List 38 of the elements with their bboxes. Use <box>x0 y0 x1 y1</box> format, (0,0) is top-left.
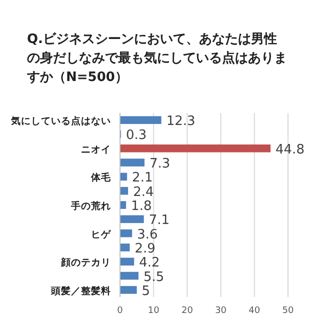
bar <box>120 272 138 280</box>
bar <box>120 229 132 238</box>
y-tick-label: 体毛 <box>90 172 112 184</box>
data-label: 2.1 <box>132 170 153 186</box>
y-tick-label: ニオイ <box>81 144 111 156</box>
data-label: 4.2 <box>139 256 160 271</box>
data-label: 1.8 <box>131 199 152 214</box>
data-label: 5.5 <box>143 270 164 285</box>
data-label: 12.3 <box>166 114 196 130</box>
x-tick-label: 30 <box>215 306 227 316</box>
y-tick-label: 顔のテカリ <box>60 256 111 269</box>
y-tick-label: ヒゲ <box>91 228 112 240</box>
x-tick-label: 20 <box>181 306 194 316</box>
data-label: 2.4 <box>133 184 154 200</box>
bar <box>120 258 134 266</box>
data-label: 3.6 <box>137 227 158 242</box>
title: Q.ビジネスシーンにおいて、あなたは男性の身だしなみで最も気にしている点はありますか（N=500） <box>27 32 287 85</box>
bar <box>120 116 162 124</box>
data-label: 7.1 <box>148 213 170 228</box>
y-tick-label: 手の荒れ <box>70 200 111 212</box>
x-tick-label: 0 <box>117 306 124 316</box>
y-tick-label: 頭髪／整髪料 <box>50 284 111 297</box>
data-label: 0.3 <box>126 128 147 144</box>
bar <box>120 201 126 209</box>
bar <box>120 244 130 252</box>
x-tick-label: 50 <box>282 306 294 316</box>
data-label: 2.9 <box>134 241 156 256</box>
bar <box>120 144 271 152</box>
data-label: 5 <box>142 284 150 299</box>
bar <box>120 158 145 166</box>
y-tick-label: 気にしている点はない <box>10 115 111 128</box>
x-tick-label: 40 <box>248 306 260 316</box>
bar <box>120 286 137 294</box>
bar <box>120 215 144 224</box>
data-label: 44.8 <box>276 142 304 158</box>
data-label: 7.3 <box>150 156 170 172</box>
bar <box>120 186 128 195</box>
x-tick-label: 10 <box>148 306 160 316</box>
